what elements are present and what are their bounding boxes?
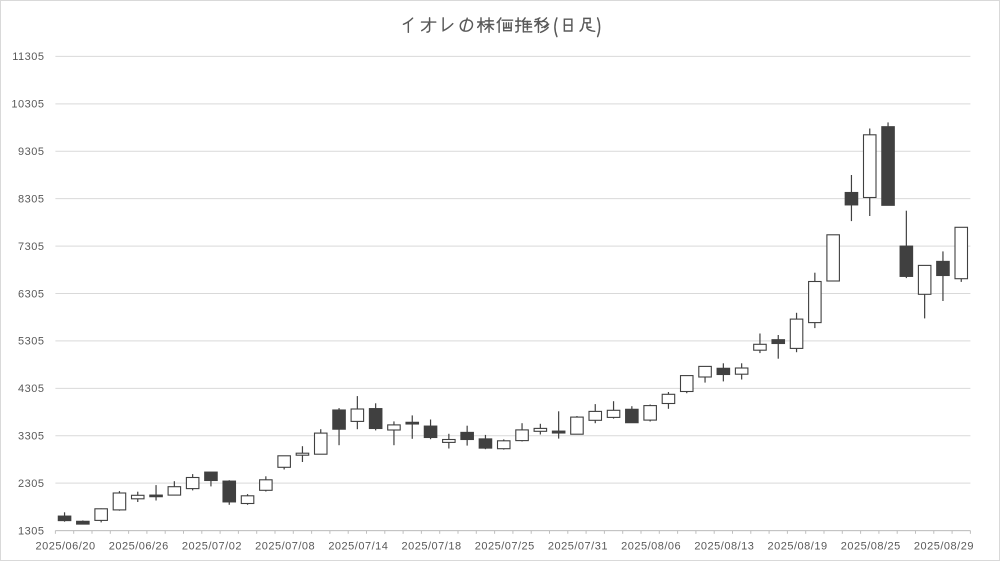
- svg-text:2025/08/25: 2025/08/25: [841, 541, 901, 553]
- svg-text:11305: 11305: [12, 51, 44, 63]
- svg-text:2025/07/02: 2025/07/02: [182, 541, 242, 553]
- svg-text:10305: 10305: [11, 99, 44, 111]
- svg-text:2025/06/20: 2025/06/20: [36, 541, 96, 553]
- svg-text:2025/07/18: 2025/07/18: [402, 541, 462, 553]
- svg-text:4305: 4305: [18, 383, 44, 395]
- svg-text:8305: 8305: [18, 193, 44, 205]
- svg-text:3305: 3305: [18, 431, 44, 443]
- svg-text:2025/07/14: 2025/07/14: [328, 541, 388, 553]
- svg-text:6305: 6305: [18, 288, 44, 300]
- svg-text:1305: 1305: [18, 525, 44, 537]
- svg-text:5305: 5305: [18, 336, 44, 348]
- svg-text:2025/07/31: 2025/07/31: [548, 541, 608, 553]
- svg-text:2025/07/08: 2025/07/08: [255, 541, 315, 553]
- svg-text:2025/08/19: 2025/08/19: [768, 541, 828, 553]
- svg-text:2025/07/25: 2025/07/25: [475, 541, 535, 553]
- svg-text:2025/06/26: 2025/06/26: [109, 541, 169, 553]
- svg-text:7305: 7305: [18, 241, 44, 253]
- svg-text:2305: 2305: [18, 478, 44, 490]
- svg-text:2025/08/29: 2025/08/29: [914, 541, 974, 553]
- svg-text:9305: 9305: [18, 146, 44, 158]
- svg-text:2025/08/13: 2025/08/13: [694, 541, 754, 553]
- svg-text:2025/08/06: 2025/08/06: [621, 541, 681, 553]
